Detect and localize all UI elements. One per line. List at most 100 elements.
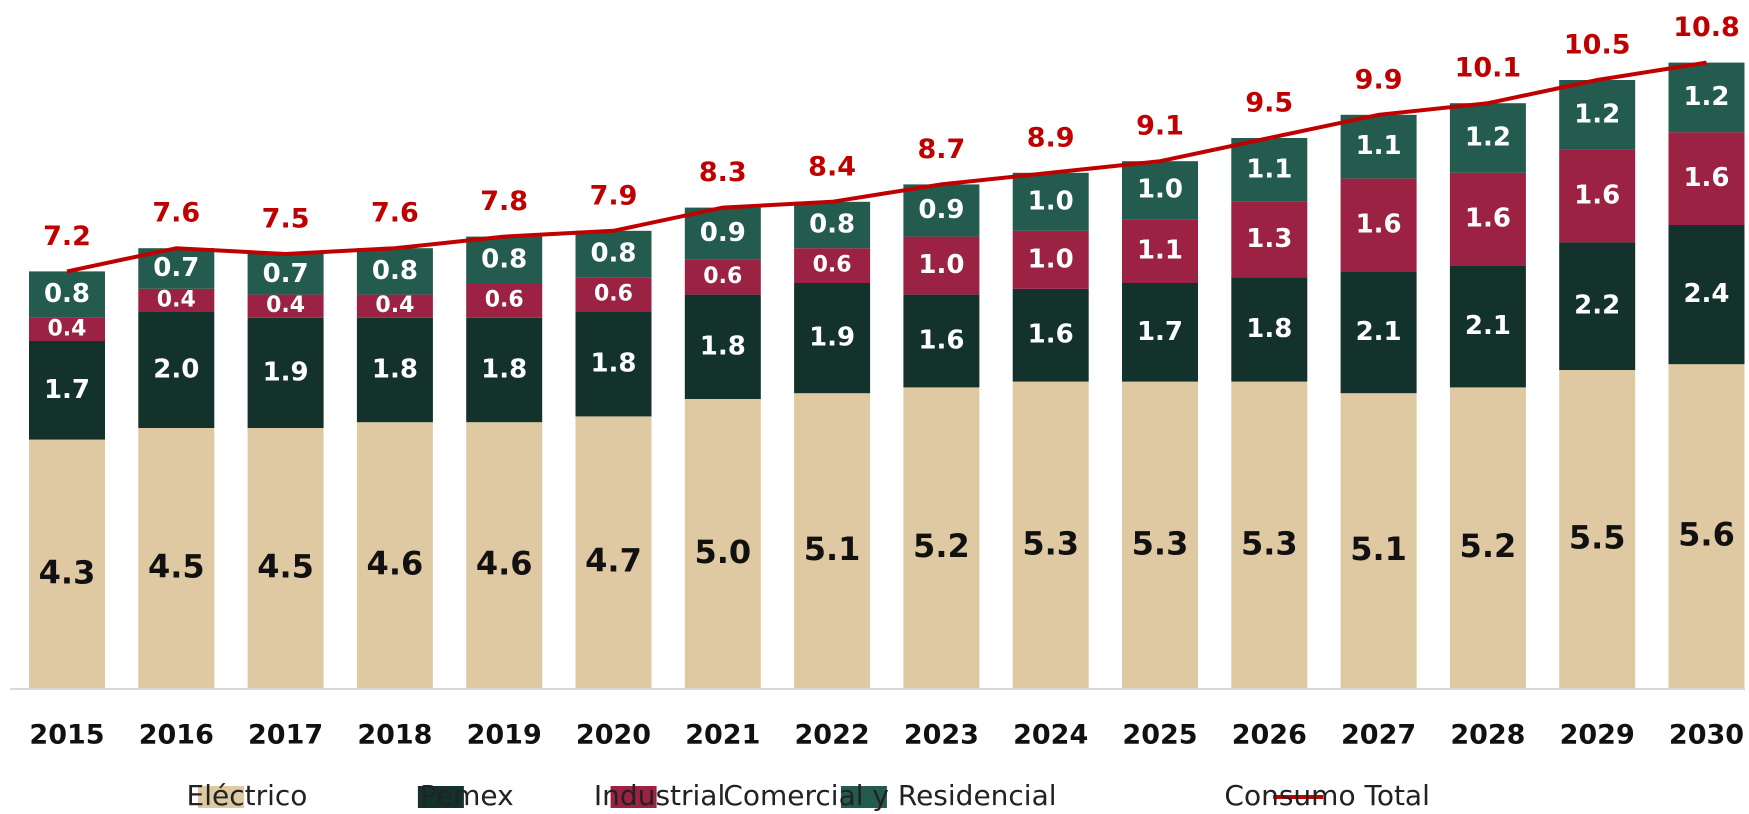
- value-label: 4.6: [367, 545, 424, 583]
- bar-segment: [575, 230, 652, 278]
- x-tick-label: 2030: [1669, 720, 1744, 751]
- bar-segment: [575, 312, 652, 417]
- value-label: 2.4: [1683, 279, 1729, 309]
- bar-segment: [684, 399, 761, 689]
- bar-segment: [1122, 381, 1198, 689]
- bar-segment: [247, 317, 324, 428]
- bar-segment: [1231, 138, 1308, 202]
- value-label: 1.6: [918, 326, 964, 356]
- x-tick-label: 2029: [1560, 720, 1635, 751]
- value-label: 4.3: [39, 553, 96, 591]
- value-label: 4.6: [476, 545, 533, 583]
- x-tick-label: 2024: [1013, 720, 1088, 751]
- total-label: 7.6: [371, 198, 419, 229]
- value-label: 1.1: [1246, 154, 1292, 184]
- legend-label: Industrial: [594, 779, 725, 812]
- value-label: 1.8: [481, 355, 527, 385]
- bar-segment: [1449, 103, 1526, 173]
- x-tick-label: 2028: [1450, 720, 1525, 751]
- value-label: 5.3: [1241, 524, 1298, 562]
- bar-segment: [1340, 178, 1417, 272]
- bar-segment: [684, 294, 761, 399]
- total-label: 9.9: [1355, 64, 1403, 95]
- bar-segment: [466, 236, 543, 283]
- bar-segment: [247, 428, 324, 689]
- value-label: 5.6: [1678, 516, 1735, 554]
- value-label: 0.9: [918, 195, 964, 225]
- legend-label: Consumo Total: [1224, 779, 1429, 812]
- bar-segment: [356, 248, 433, 295]
- x-tick-label: 2027: [1341, 720, 1416, 751]
- bar-segment: [903, 294, 980, 388]
- total-label: 9.1: [1136, 111, 1184, 142]
- value-label: 0.4: [375, 293, 414, 318]
- x-tick-label: 2016: [139, 720, 214, 751]
- value-label: 1.8: [700, 331, 746, 361]
- bar-segment: [575, 416, 652, 689]
- bar-segment: [903, 387, 980, 689]
- legend-swatch: [840, 786, 887, 808]
- total-label: 7.2: [43, 221, 91, 252]
- x-tick-label: 2015: [29, 720, 104, 751]
- bar-segment: [684, 207, 761, 260]
- bar-segment: [684, 259, 761, 295]
- bar-segment: [29, 341, 105, 440]
- bar-segment: [1012, 381, 1089, 689]
- value-label: 1.8: [372, 355, 418, 385]
- bar-segment: [1122, 283, 1198, 382]
- value-label: 5.3: [1022, 524, 1079, 562]
- value-label: 1.2: [1683, 82, 1729, 112]
- bar-segment: [1340, 271, 1417, 394]
- value-label: 2.0: [153, 355, 199, 385]
- value-label: 1.6: [1356, 210, 1402, 240]
- x-tick-label: 2023: [904, 720, 979, 751]
- bar-segment: [1668, 132, 1745, 225]
- bar-segment: [1668, 62, 1745, 133]
- x-tick-label: 2021: [685, 720, 760, 751]
- value-label: 2.2: [1574, 291, 1620, 321]
- value-label: 4.7: [585, 542, 642, 580]
- bar-segment: [1668, 225, 1745, 365]
- value-label: 4.5: [257, 548, 314, 586]
- total-label: 9.5: [1245, 88, 1293, 119]
- x-tick-label: 2017: [248, 720, 323, 751]
- total-label: 7.5: [262, 204, 310, 235]
- total-label: 7.9: [590, 180, 638, 211]
- x-tick-label: 2019: [467, 720, 542, 751]
- total-line: [66, 60, 1707, 274]
- bar-segment: [1559, 242, 1636, 370]
- bar-segment: [903, 184, 980, 237]
- legend-label: Eléctrico: [187, 779, 308, 812]
- value-label: 2.1: [1356, 317, 1402, 347]
- bar-segment: [575, 277, 652, 312]
- value-label: 0.7: [263, 259, 309, 289]
- total-label: 7.6: [152, 198, 200, 229]
- bar-segment: [1340, 393, 1417, 689]
- value-label: 1.6: [1465, 204, 1511, 234]
- value-label: 2.1: [1465, 311, 1511, 341]
- bar-segment: [1122, 161, 1198, 220]
- x-tick-label: 2026: [1232, 720, 1307, 751]
- bar-segment: [1559, 149, 1636, 243]
- value-label: 4.5: [148, 548, 205, 586]
- total-label: 8.9: [1027, 122, 1075, 153]
- value-label: 1.9: [263, 357, 309, 387]
- value-label: 0.4: [157, 287, 196, 312]
- value-label: 0.6: [594, 282, 633, 307]
- value-label: 0.6: [813, 253, 852, 278]
- bar-segment: [794, 248, 871, 283]
- bar-segment: [247, 294, 324, 318]
- bar-segment: [29, 439, 105, 689]
- value-label: 1.2: [1574, 99, 1620, 129]
- bar-segment: [794, 393, 871, 689]
- total-label: 10.5: [1564, 30, 1631, 61]
- legend-label: Comercial y Residencial: [723, 779, 1056, 812]
- bar-segment: [1559, 370, 1636, 689]
- legend-swatch: [198, 786, 244, 808]
- bar-segment: [138, 312, 215, 428]
- bar-segment: [1231, 201, 1308, 278]
- value-label: 5.2: [913, 527, 970, 565]
- x-tick-label: 2025: [1122, 720, 1197, 751]
- bar-segment: [1122, 219, 1198, 283]
